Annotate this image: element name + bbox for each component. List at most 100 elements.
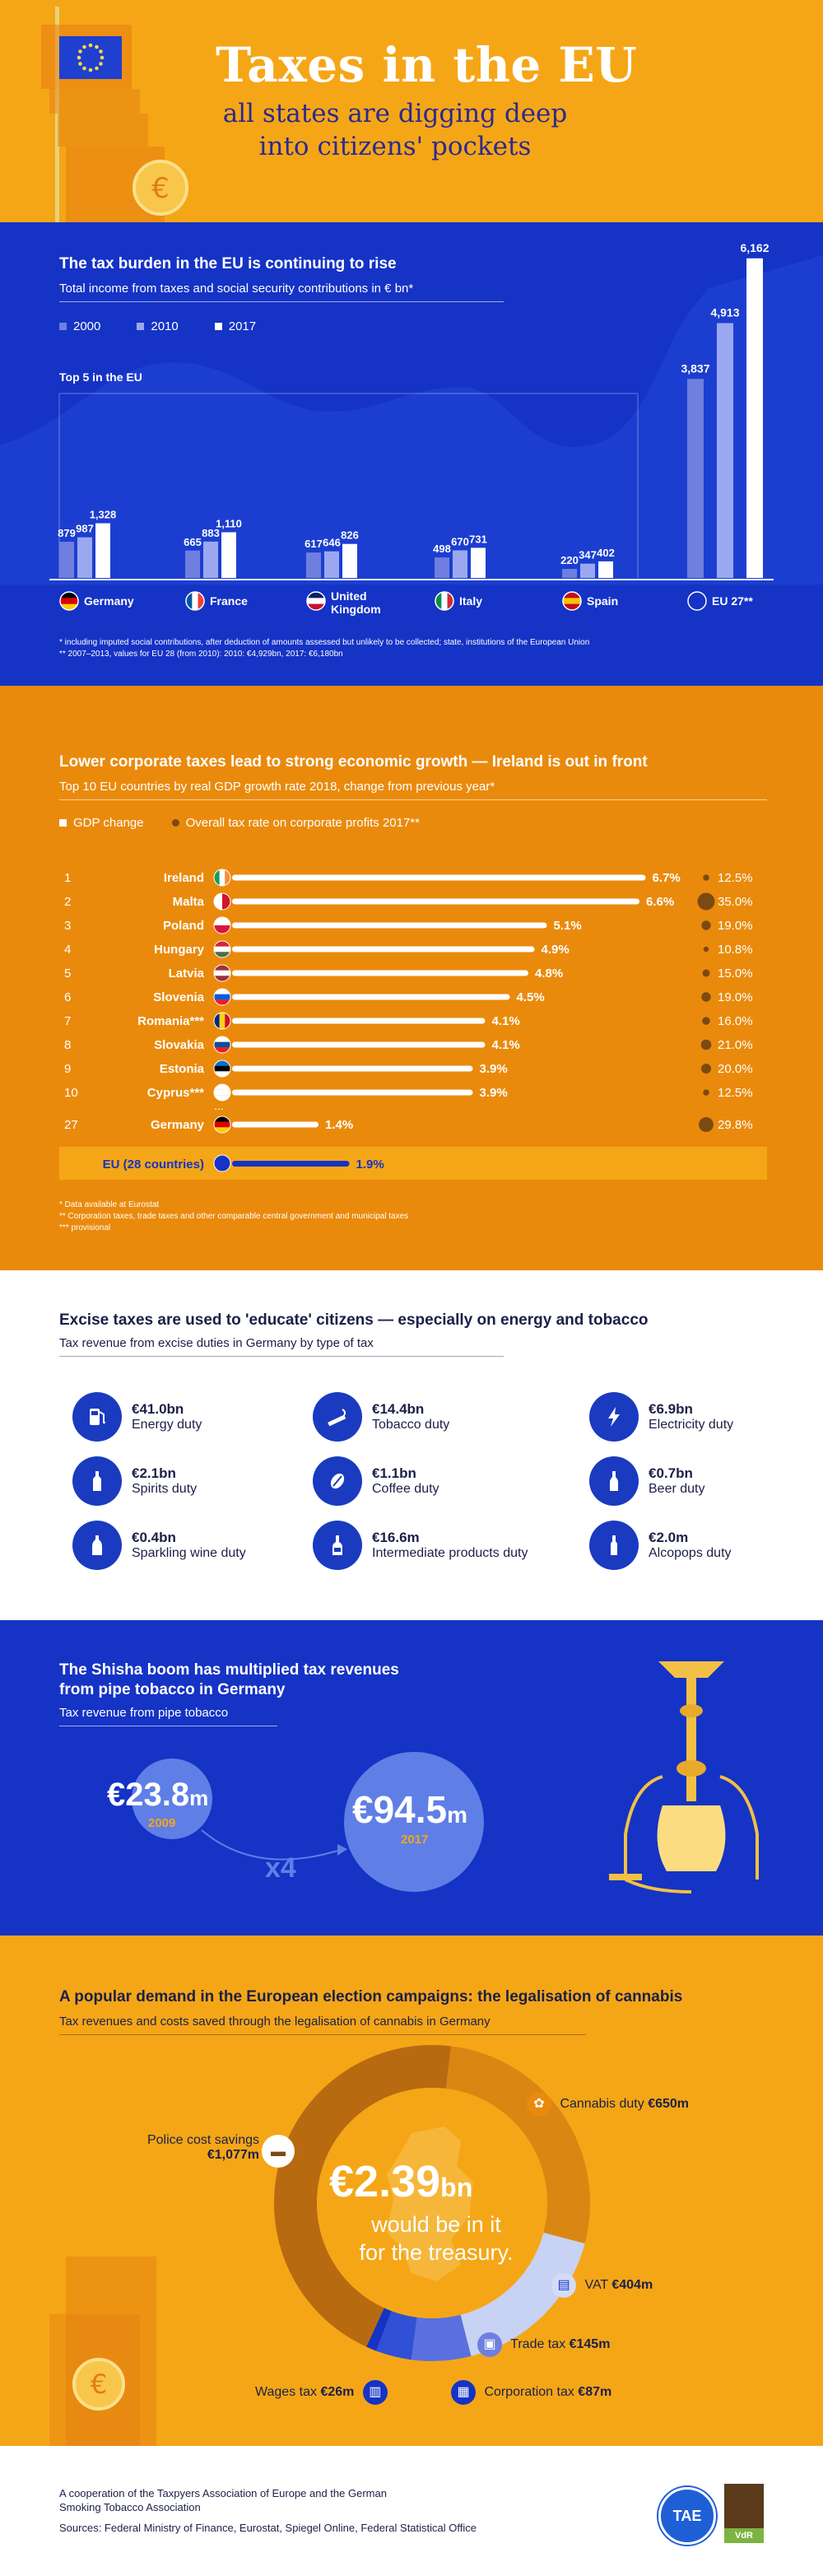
gdp-bar-romania xyxy=(232,1018,486,1024)
eu-bar-value-label: 3,837 xyxy=(681,361,709,375)
bar-eu-2017 xyxy=(746,258,763,578)
shisha-multiplier: x4 xyxy=(265,1852,296,1884)
gdp-bar-malta xyxy=(232,898,639,905)
footer-sources: Sources: Federal Ministry of Finance, Eu… xyxy=(59,2522,477,2534)
cannabis-title: A popular demand in the European electio… xyxy=(59,1988,683,2005)
gdp-bar-slovakia xyxy=(232,1041,486,1048)
shisha-2017-circle xyxy=(344,1752,484,1892)
trade-tax-label: ▣ Trade tax €145m xyxy=(477,2332,610,2357)
cannabis-total-value: €2.39bn xyxy=(329,2157,473,2206)
gdp-value-label: 4.5% xyxy=(517,990,545,1004)
burden-footnote-1: * including imputed social contributions… xyxy=(59,638,590,647)
sparkling-wine-icon xyxy=(72,1521,122,1570)
shisha-section: The Shisha boom has multiplied tax reven… xyxy=(0,1620,823,1935)
alcopop-bottle-icon xyxy=(589,1521,639,1570)
cannabis-leaf-icon: ✿ xyxy=(527,2092,551,2117)
rank-label: 4 xyxy=(64,943,71,957)
country-label: Spain xyxy=(587,594,618,608)
bar-eu-2010 xyxy=(717,323,733,578)
country-name: Estonia xyxy=(160,1062,205,1076)
gdp-legend: GDP change Overall tax rate on corporate… xyxy=(59,816,420,830)
country-name: Slovenia xyxy=(153,990,204,1004)
bar-value-label: 646 xyxy=(323,537,341,549)
tax-dot-cyprus xyxy=(703,1089,709,1096)
bar-value-label: 987 xyxy=(76,523,94,535)
excise-card-electricity: €6.9bn Electricity duty xyxy=(589,1392,733,1442)
tax-value-label: 10.8% xyxy=(718,943,753,957)
gdp-value-label: 4.1% xyxy=(492,1014,520,1028)
tax-value-label: 16.0% xyxy=(718,1014,753,1028)
rank-label: 6 xyxy=(64,990,71,1004)
excise-card-sparkling-wine: €0.4bn Sparkling wine duty xyxy=(72,1521,246,1570)
tax-dot-slovenia xyxy=(701,992,711,1002)
gdp-value-label: 1.9% xyxy=(356,1158,384,1172)
flag-icon xyxy=(213,988,231,1006)
burden-subtitle: Total income from taxes and social secur… xyxy=(59,282,414,296)
cannabis-duty-label: ✿ Cannabis duty €650m xyxy=(527,2092,689,2117)
fuel-pump-icon xyxy=(72,1392,122,1442)
shisha-2009-circle xyxy=(132,1758,212,1839)
wages-tax-label: Wages tax €26m ▥ xyxy=(255,2380,388,2405)
country-name: Romania*** xyxy=(137,1014,204,1028)
bar-value-label: 220 xyxy=(560,554,579,566)
legend-corporate-tax: Overall tax rate on corporate profits 20… xyxy=(171,816,420,830)
police-savings-label: Police cost savings €1,077m xyxy=(146,2133,259,2162)
vdr-logo: VdR xyxy=(724,2484,764,2543)
bar-value-label: 1,110 xyxy=(216,518,242,530)
bar-value-label: 347 xyxy=(579,549,597,561)
page-title: Taxes in the EU xyxy=(216,37,638,93)
rank-label: 3 xyxy=(64,919,71,933)
coffee-icon xyxy=(313,1456,362,1506)
tax-dot-slovakia xyxy=(700,1039,712,1050)
excise-card-intermediate: €16.6m Intermediate products duty xyxy=(313,1521,528,1570)
country-name: Malta xyxy=(173,895,205,909)
bar-value-label: 665 xyxy=(184,536,202,548)
footer-cooperation-line2: Smoking Tobacco Association xyxy=(59,2501,201,2513)
eu-circle-icon xyxy=(213,1154,231,1172)
gdp-title: Lower corporate taxes lead to strong eco… xyxy=(59,753,648,771)
eu-circle-icon xyxy=(687,591,707,611)
ellipsis-separator: ... xyxy=(214,1099,224,1112)
rank-label: 27 xyxy=(64,1118,78,1132)
gdp-bar-germany xyxy=(232,1121,319,1128)
bar-italy-2017 xyxy=(471,547,486,578)
country-label: Kingdom xyxy=(331,603,381,616)
header: € Taxes in the EU all states are digging… xyxy=(0,0,823,222)
bar-germany-2000 xyxy=(59,542,74,578)
gdp-value-label: 6.7% xyxy=(653,871,681,885)
country-label: United xyxy=(331,589,367,603)
page-subtitle-line2: into citizens' pockets xyxy=(258,132,532,161)
flag-icon xyxy=(213,1083,231,1102)
bar-value-label: 617 xyxy=(305,538,323,550)
svg-text:€: € xyxy=(151,172,170,205)
tax-dot-germany xyxy=(699,1117,714,1132)
eu-bar-value-label: 6,162 xyxy=(740,241,769,254)
excise-divider xyxy=(59,1356,504,1357)
donut-slice-wages-tax xyxy=(366,2308,392,2351)
wine-bottle-icon xyxy=(313,1521,362,1570)
shisha-2017-year: 2017 xyxy=(401,1833,429,1847)
rank-label: 5 xyxy=(64,967,71,981)
bar-italy-2010 xyxy=(453,550,467,578)
rank-label: 2 xyxy=(64,895,71,909)
bar-united-kingdom-2017 xyxy=(342,543,357,578)
tax-value-label: 19.0% xyxy=(718,990,753,1004)
gdp-bar-estonia xyxy=(232,1065,473,1072)
rank-label: 10 xyxy=(64,1086,78,1100)
tax-burden-section: The tax burden in the EU is continuing t… xyxy=(0,222,823,686)
country-name: Ireland xyxy=(164,871,204,885)
country-name: Hungary xyxy=(154,943,205,957)
bar-value-label: 879 xyxy=(58,527,76,539)
donut-slice-corporation-tax xyxy=(376,2310,417,2360)
gdp-value-label: 4.1% xyxy=(492,1038,520,1052)
tax-value-label: 12.5% xyxy=(718,1086,753,1100)
gdp-value-label: 5.1% xyxy=(554,919,582,933)
receipt-icon: ▤ xyxy=(551,2273,576,2298)
country-name: Slovakia xyxy=(154,1038,205,1052)
country-name: Poland xyxy=(163,919,204,933)
flag-icon xyxy=(213,1012,231,1030)
shisha-2009-year: 2009 xyxy=(148,1816,176,1830)
shisha-title-line1: The Shisha boom has multiplied tax reven… xyxy=(59,1661,399,1679)
bar-germany-2010 xyxy=(77,537,92,578)
shisha-growth-arrow xyxy=(201,1829,347,1861)
